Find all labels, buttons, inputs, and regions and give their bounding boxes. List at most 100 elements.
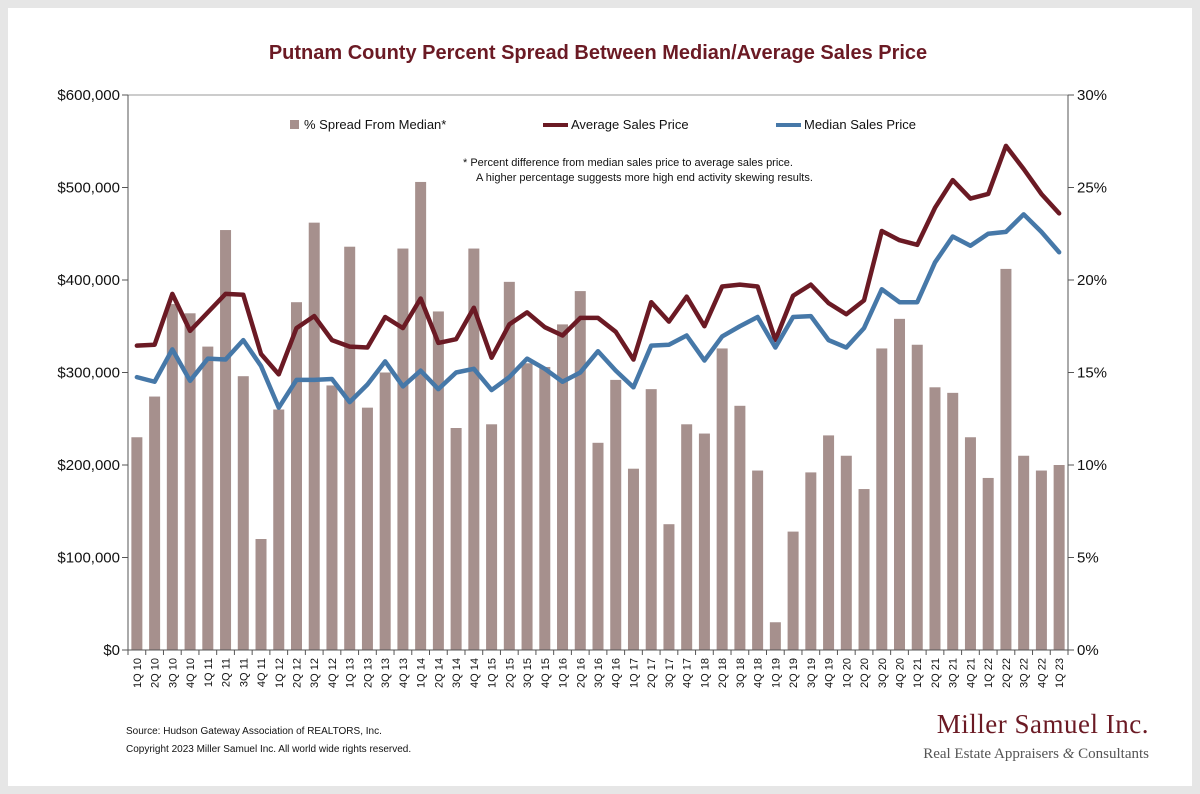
left-tick-label: $500,000 <box>57 180 120 197</box>
logo-ampersand: & <box>1063 746 1075 762</box>
spread-bar <box>840 455 852 650</box>
chart-title: Putnam County Percent Spread Between Med… <box>269 42 927 64</box>
spread-bar <box>202 346 214 650</box>
left-tick-label: $300,000 <box>57 365 120 382</box>
x-tick-label: 1Q 17 <box>628 658 640 688</box>
x-tick-label: 2Q 13 <box>362 658 374 688</box>
x-tick-label: 3Q 20 <box>877 658 889 688</box>
right-axis-ticks: 0% 5% 10% 15% 20% 25% 30% <box>1068 87 1107 659</box>
spread-bar <box>1000 268 1012 650</box>
spread-bar <box>716 348 728 650</box>
spread-bar <box>131 437 143 650</box>
x-tick-label: 1Q 10 <box>132 658 144 688</box>
x-tick-label: 3Q 10 <box>167 658 179 688</box>
x-tick-label: 4Q 13 <box>398 658 410 688</box>
x-tick-label: 3Q 13 <box>380 658 392 688</box>
right-tick-label: 15% <box>1077 365 1107 382</box>
spread-bar <box>273 409 285 650</box>
right-tick-label: 30% <box>1077 87 1107 104</box>
x-tick-label: 4Q 12 <box>327 658 339 688</box>
median-price-line <box>134 212 1062 410</box>
spread-bar <box>503 281 515 650</box>
legend-label-median: Median Sales Price <box>804 117 916 132</box>
spread-bar <box>734 405 746 650</box>
x-tick-label: 4Q 11 <box>256 658 268 687</box>
spread-bar <box>769 622 781 650</box>
x-tick-label: 4Q 19 <box>824 658 836 688</box>
legend-swatch-spread <box>290 120 299 129</box>
x-tick-label: 1Q 23 <box>1054 658 1066 688</box>
spread-bar <box>415 181 427 650</box>
spread-bar <box>592 442 604 650</box>
left-tick-label: $200,000 <box>57 457 120 474</box>
x-tick-label: 4Q 10 <box>185 658 197 688</box>
spread-bar <box>486 424 498 650</box>
spread-bar <box>361 407 373 650</box>
x-tick-label: 4Q 22 <box>1036 658 1048 688</box>
x-tick-label: 1Q 12 <box>274 658 286 688</box>
spread-bar <box>290 302 302 650</box>
x-tick-label: 1Q 20 <box>841 658 853 688</box>
source-text: Source: Hudson Gateway Association of RE… <box>126 726 382 737</box>
spread-bar <box>237 376 249 650</box>
x-tick-label: 4Q 17 <box>682 658 694 688</box>
spread-bar <box>255 539 267 650</box>
x-tick-label: 2Q 11 <box>221 658 233 687</box>
left-tick-label: $100,000 <box>57 550 120 567</box>
note-line-1: * Percent difference from median sales p… <box>463 157 793 169</box>
logo-tagline-part2: Consultants <box>1074 746 1149 762</box>
x-tick-label: 2Q 10 <box>150 658 162 688</box>
spread-bar <box>379 372 391 650</box>
spread-bar <box>1018 455 1030 650</box>
x-tick-label: 3Q 18 <box>735 658 747 688</box>
spread-bar <box>1035 470 1047 650</box>
line-series <box>134 143 1062 410</box>
spread-bar <box>645 389 657 650</box>
spread-bar <box>610 379 622 650</box>
spread-bar <box>557 324 569 650</box>
x-tick-label: 2Q 15 <box>504 658 516 688</box>
chart-card: Putnam County Percent Spread Between Med… <box>8 8 1192 786</box>
spread-bar <box>698 433 710 650</box>
spread-bar <box>982 477 994 650</box>
legend-label-average: Average Sales Price <box>571 117 689 132</box>
x-tick-label: 2Q 17 <box>646 658 658 688</box>
left-tick-label: $0 <box>103 642 120 659</box>
spread-bar <box>521 363 533 650</box>
spread-bar <box>787 531 799 650</box>
chart: Putnam County Percent Spread Between Med… <box>57 42 1149 762</box>
x-tick-label: 3Q 17 <box>664 658 676 688</box>
spread-bar <box>681 424 693 650</box>
spread-bar <box>220 230 232 651</box>
x-tick-label: 4Q 16 <box>611 658 623 688</box>
spread-bar <box>166 304 178 650</box>
x-tick-label: 1Q 22 <box>983 658 995 688</box>
x-tick-label: 4Q 20 <box>895 658 907 688</box>
spread-bar <box>149 396 161 650</box>
right-tick-label: 25% <box>1077 180 1107 197</box>
spread-bar <box>344 246 356 650</box>
logo-name: Miller Samuel Inc. <box>937 709 1149 739</box>
x-tick-label: 2Q 14 <box>433 658 445 688</box>
note-line-2: A higher percentage suggests more high e… <box>476 172 813 184</box>
spread-bar <box>894 318 906 650</box>
x-tick-label: 3Q 14 <box>451 658 463 688</box>
x-tick-label: 3Q 11 <box>238 658 250 687</box>
spread-bar <box>397 248 409 651</box>
x-tick-label: 2Q 18 <box>717 658 729 688</box>
spread-bar <box>858 489 870 650</box>
x-tick-label: 3Q 12 <box>309 658 321 688</box>
x-tick-label: 3Q 22 <box>1019 658 1031 688</box>
left-tick-label: $600,000 <box>57 87 120 104</box>
spread-bar <box>432 311 444 650</box>
spread-bar <box>574 291 586 650</box>
x-tick-label: 3Q 15 <box>522 658 534 688</box>
bar-series <box>131 181 1065 651</box>
spread-bar <box>823 435 835 650</box>
spread-bar <box>1053 465 1065 650</box>
spread-bar <box>929 387 941 650</box>
spread-bar <box>627 468 639 650</box>
x-tick-label: 1Q 21 <box>912 658 924 688</box>
x-tick-label: 4Q 18 <box>753 658 765 688</box>
spread-bar <box>450 428 462 650</box>
